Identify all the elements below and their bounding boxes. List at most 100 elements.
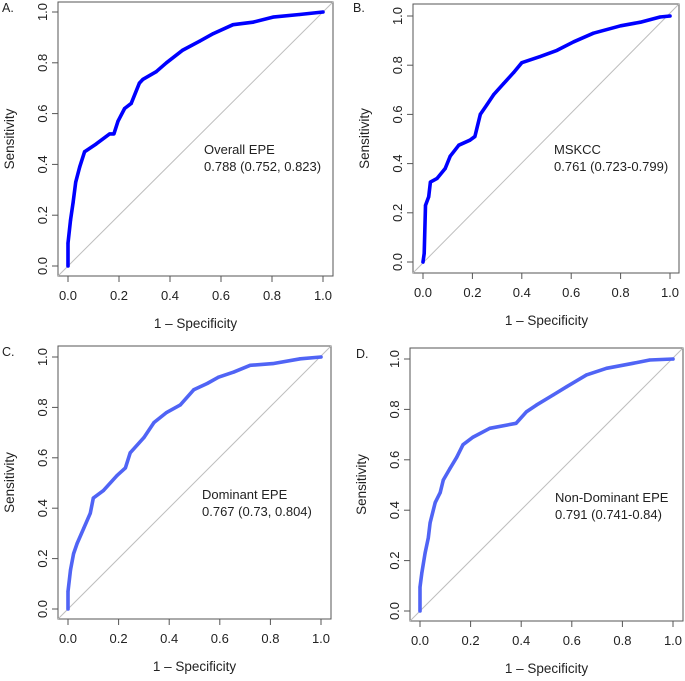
roc-point [485, 102, 489, 107]
roc-point [152, 420, 156, 425]
roc-point [426, 536, 430, 540]
roc-point [572, 40, 576, 44]
y-axis-title: Sensitivity [2, 452, 17, 513]
roc-point [461, 443, 465, 447]
roc-point [192, 388, 196, 392]
plot-frame [57, 1, 334, 277]
roc-point [66, 607, 70, 611]
roc-point [473, 134, 477, 139]
roc-point [128, 451, 132, 455]
roc-point [68, 218, 73, 222]
panel-label: B. [353, 1, 365, 15]
roc-point [668, 14, 672, 18]
roc-point [197, 39, 202, 43]
roc-point [584, 373, 589, 377]
roc-point [565, 385, 569, 389]
roc-point [94, 142, 98, 146]
y-axis-title: Sensitivity [2, 108, 17, 169]
roc-point [129, 101, 133, 106]
roc-curve-dominant-epe [66, 355, 323, 611]
roc-point [488, 426, 492, 430]
x-tick-label: 0.8 [261, 631, 279, 646]
roc-point [205, 381, 209, 386]
x-tick-label: 0.4 [160, 631, 178, 646]
x-tick-label: 0.0 [414, 285, 432, 300]
x-tick-label: 0.6 [563, 633, 581, 648]
y-tick-label: 0.4 [35, 499, 50, 517]
roc-point [441, 478, 445, 482]
plot-frame [412, 3, 680, 274]
roc-point [619, 24, 623, 28]
roc-point [433, 501, 437, 505]
reference-diagonal-line [409, 347, 684, 622]
plot-frame [409, 347, 684, 622]
x-tick-label: 0.0 [411, 633, 429, 648]
x-tick-label: 0.2 [110, 288, 128, 303]
x-tick-label: 0.6 [562, 285, 580, 300]
roc-point [418, 609, 422, 613]
y-tick-label: 0.8 [35, 398, 50, 416]
y-tick-label: 0.0 [390, 253, 405, 271]
roc-point [438, 490, 442, 495]
roc-point [231, 23, 235, 27]
roc-point [321, 10, 325, 14]
roc-point [418, 585, 422, 589]
roc-point [428, 180, 433, 184]
roc-point [551, 393, 555, 397]
y-tick-label: 0.0 [35, 257, 50, 275]
roc-point [658, 15, 662, 19]
roc-point [82, 150, 87, 154]
annotation-auc-ci: 0.767 (0.73, 0.804) [202, 504, 312, 519]
roc-point [91, 496, 95, 500]
x-tick-label: 0.8 [263, 288, 281, 303]
roc-point [154, 70, 158, 74]
roc-point [501, 82, 506, 86]
reference-diagonal-line [57, 1, 334, 277]
roc-point [251, 20, 255, 24]
roc-point [142, 436, 146, 440]
y-tick-label: 0.8 [390, 56, 405, 74]
y-tick-label: 0.4 [387, 501, 402, 519]
panel-label: D. [356, 347, 369, 361]
roc-point [631, 361, 635, 365]
x-tick-label: 0.2 [462, 633, 480, 648]
roc-point [471, 435, 475, 439]
y-tick-label: 0.4 [35, 155, 50, 173]
x-tick-label: 0.2 [463, 285, 481, 300]
roc-point [514, 421, 518, 425]
y-tick-label: 0.8 [35, 54, 50, 72]
annotation-auc-ci: 0.791 (0.741-0.84) [555, 507, 662, 522]
reference-diagonal-line [57, 345, 332, 620]
annotation-model-name: Non-Dominant EPE [555, 490, 669, 505]
roc-point [423, 551, 427, 555]
y-tick-label: 1.0 [35, 3, 50, 21]
roc-point [88, 511, 92, 515]
x-tick-label: 0.0 [59, 288, 77, 303]
x-axis-title: 1 – Specificity [154, 316, 238, 331]
y-axis-title: Sensitivity [354, 454, 369, 515]
roc-point [457, 143, 461, 147]
panel-label: C. [2, 345, 15, 359]
x-tick-label: 1.0 [314, 288, 332, 303]
roc-point [492, 93, 496, 97]
x-tick-label: 0.4 [513, 285, 531, 300]
roc-point [141, 77, 145, 81]
roc-point [538, 54, 542, 59]
roc-panel-c: 0.0 0.2 0.4 0.6 0.8 1.0 0.0 0.2 0.4 0.6 0.8 1.0 1 – … [2, 345, 332, 674]
roc-point [443, 166, 447, 171]
roc-point [319, 355, 323, 359]
roc-point [75, 541, 79, 546]
x-tick-label: 1.0 [312, 631, 330, 646]
y-tick-label: 0.2 [387, 552, 402, 570]
roc-point [420, 571, 424, 575]
roc-point [123, 106, 127, 111]
roc-point [66, 241, 70, 245]
roc-point [421, 260, 425, 264]
roc-point [82, 526, 86, 530]
y-axis-title: Sensitivity [357, 108, 372, 169]
roc-point [468, 138, 472, 142]
y-tick-label: 0.6 [390, 105, 405, 123]
x-tick-label: 0.6 [212, 288, 230, 303]
y-tick-label: 0.6 [35, 449, 50, 467]
